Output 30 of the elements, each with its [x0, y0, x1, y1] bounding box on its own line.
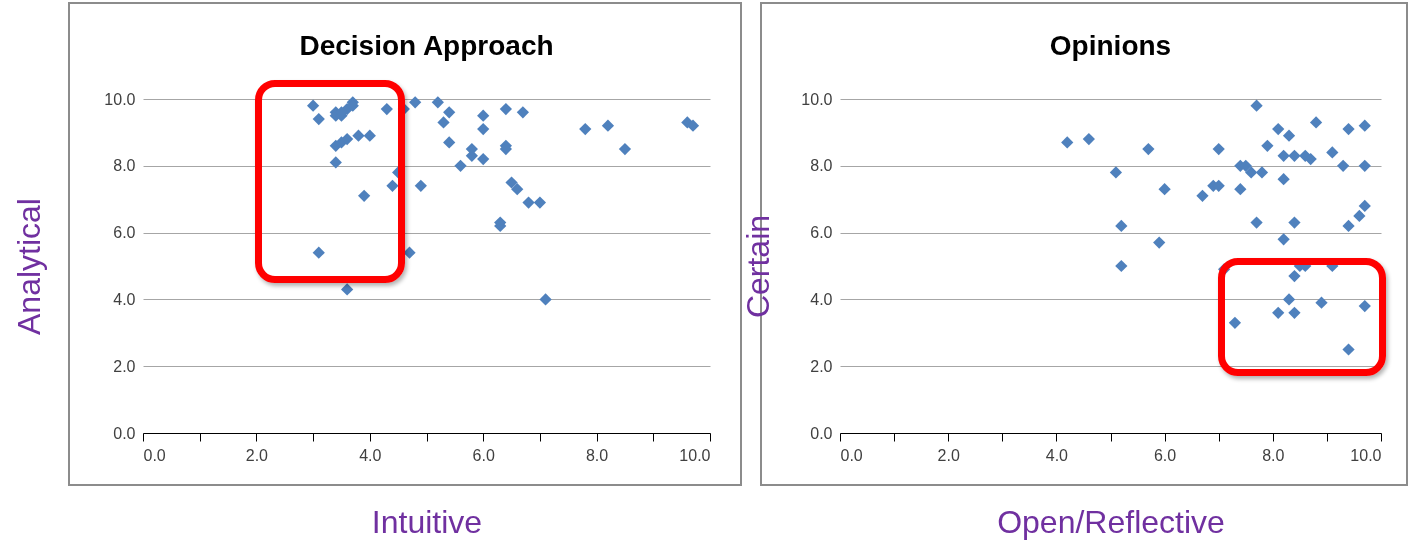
y-tick-label: 10.0 [104, 90, 136, 108]
x-tick-label: 10.0 [679, 446, 711, 464]
x-tick-label: 0.0 [840, 446, 863, 464]
x-axis-title: Open/Reflective [997, 503, 1225, 540]
y-tick-label: 6.0 [810, 224, 833, 242]
x-tick-label: 2.0 [245, 446, 269, 464]
y-tick-label: 8.0 [810, 157, 833, 175]
x-tick-label: 10.0 [1350, 446, 1382, 464]
x-tick-label: 8.0 [585, 446, 609, 464]
x-tick-label: 4.0 [359, 446, 382, 464]
y-axis-title: Certain [740, 214, 777, 319]
y-tick-label: 4.0 [810, 290, 833, 308]
x-tick-label: 8.0 [1262, 446, 1285, 464]
y-tick-label: 4.0 [113, 290, 136, 308]
y-tick-label: 2.0 [113, 357, 136, 375]
y-tick-label: 2.0 [810, 357, 833, 375]
y-tick-label: 0.0 [810, 424, 833, 442]
x-axis-title: Intuitive [371, 503, 483, 540]
chart-title: Opinions [1049, 30, 1172, 61]
y-tick-label: 6.0 [113, 224, 136, 242]
x-tick-label: 2.0 [937, 446, 960, 464]
y-axis-title: Analytical [11, 198, 48, 335]
x-tick-label: 0.0 [143, 446, 166, 464]
y-tick-label: 0.0 [113, 424, 136, 442]
x-tick-label: 6.0 [472, 446, 495, 464]
x-tick-label: 6.0 [1153, 446, 1177, 464]
y-tick-label: 10.0 [801, 90, 833, 108]
x-tick-label: 4.0 [1045, 446, 1069, 464]
y-tick-label: 8.0 [113, 157, 136, 175]
chart-title: Decision Approach [299, 30, 554, 61]
